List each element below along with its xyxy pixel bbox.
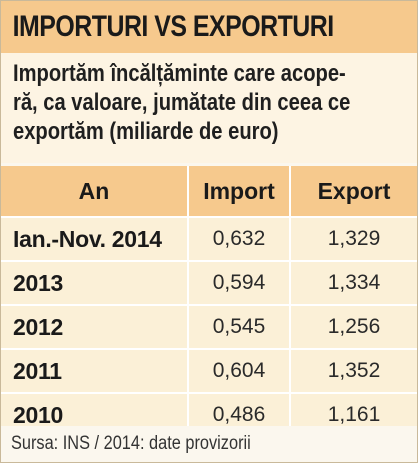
column-divider (289, 166, 291, 216)
column-header-import: Import (203, 177, 275, 204)
export-cell: 1,329 (327, 227, 381, 250)
subtitle-line: exportăm (miliarde de euro) (13, 118, 279, 145)
column-divider (187, 394, 189, 436)
column-header-an: An (78, 177, 110, 204)
year-cell: 2011 (13, 357, 62, 384)
table-row: Ian.-Nov. 2014 0,632 1,329 (1, 218, 417, 260)
column-divider (187, 166, 189, 216)
column-header-export: Export (317, 177, 391, 204)
column-divider (289, 306, 291, 348)
table-row: 2013 0,594 1,334 (1, 262, 417, 304)
row-divider (1, 348, 417, 350)
column-divider (187, 218, 189, 260)
column-divider (187, 262, 189, 304)
row-divider (1, 216, 417, 218)
import-cell: 0,486 (212, 403, 266, 426)
export-cell: 1,352 (327, 359, 381, 382)
export-cell: 1,334 (327, 271, 381, 294)
subtitle-band (1, 53, 417, 163)
export-cell: 1,161 (327, 403, 381, 426)
column-divider (289, 218, 291, 260)
subtitle: Importăm încălțăminte care acope- ră, ca… (13, 59, 412, 146)
year-cell: 2010 (13, 401, 63, 428)
subtitle-line: ră, ca valoare, jumătate din ceea ce (13, 89, 351, 116)
column-divider (289, 394, 291, 436)
data-table: An Import Export Ian.-Nov. 2014 0,632 1,… (1, 166, 417, 436)
import-cell: 0,545 (212, 315, 266, 338)
source-note: Sursa: INS / 2014: date provizorii (11, 433, 251, 454)
year-cell: 2012 (13, 313, 63, 340)
row-divider (1, 304, 417, 306)
import-cell: 0,594 (212, 271, 266, 294)
column-divider (187, 350, 189, 392)
header-band (1, 1, 417, 53)
import-cell: 0,604 (212, 359, 266, 382)
subtitle-line: Importăm încălțăminte care acope- (13, 60, 346, 87)
column-divider (289, 262, 291, 304)
column-divider (187, 306, 189, 348)
table-header-row: An Import Export (1, 166, 417, 216)
row-divider (1, 392, 417, 394)
footer: Sursa: INS / 2014: date provizorii (1, 426, 417, 462)
row-divider (1, 260, 417, 262)
table-row: 2011 0,604 1,352 (1, 350, 417, 392)
year-cell: Ian.-Nov. 2014 (13, 225, 162, 252)
column-divider (289, 350, 291, 392)
import-cell: 0,632 (212, 227, 266, 250)
export-cell: 1,256 (327, 315, 381, 338)
page-title: IMPORTURI VS EXPORTURI (12, 10, 335, 43)
table-row: 2012 0,545 1,256 (1, 306, 417, 348)
year-cell: 2013 (13, 269, 63, 296)
